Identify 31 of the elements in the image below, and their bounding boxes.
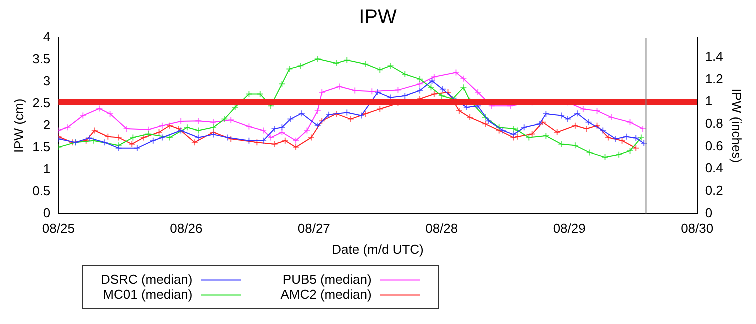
y-tick-label: 3 (43, 74, 51, 89)
legend-label: AMC2 (median) (280, 287, 372, 302)
legend-label: MC01 (median) (103, 287, 193, 302)
y-tick-label: 2 (43, 117, 51, 132)
y2-tick-label: 0.2 (705, 183, 724, 198)
y-tick-label: 4 (43, 30, 51, 45)
legend-label: PUB5 (median) (282, 272, 372, 287)
y2-tick-label: 0.4 (705, 160, 724, 176)
y2-tick-label: 0.6 (705, 138, 724, 154)
y2-tick-label: 0.8 (705, 116, 724, 132)
y2-tick-label: 1 (705, 94, 713, 109)
y-axis-title: IPW (cm) (11, 98, 26, 153)
x-tick-label: 08/28 (426, 221, 458, 236)
y2-tick-label: 1.4 (705, 49, 724, 64)
x-tick-label: 08/26 (170, 221, 203, 236)
y-tick-label: 1.5 (32, 139, 51, 154)
x-tick-label: 08/30 (681, 221, 714, 236)
y-tick-label: 0.5 (32, 183, 51, 198)
x-axis-title: Date (m/d UTC) (332, 242, 424, 257)
y2-axis-title: IPW (inches) (730, 88, 745, 164)
chart-title: IPW (359, 6, 398, 29)
y-tick-label: 2.5 (32, 96, 51, 111)
x-tick-label: 08/25 (42, 221, 75, 236)
legend-label: DSRC (median) (101, 272, 193, 287)
y-tick-label: 1 (43, 161, 51, 176)
x-tick-label: 08/27 (298, 221, 330, 236)
y-tick-label: 0 (43, 205, 51, 220)
y2-tick-label: 1.2 (705, 71, 724, 86)
y-tick-label: 3.5 (32, 52, 51, 67)
x-tick-label: 08/29 (553, 221, 586, 236)
y2-tick-label: 0 (705, 205, 713, 220)
